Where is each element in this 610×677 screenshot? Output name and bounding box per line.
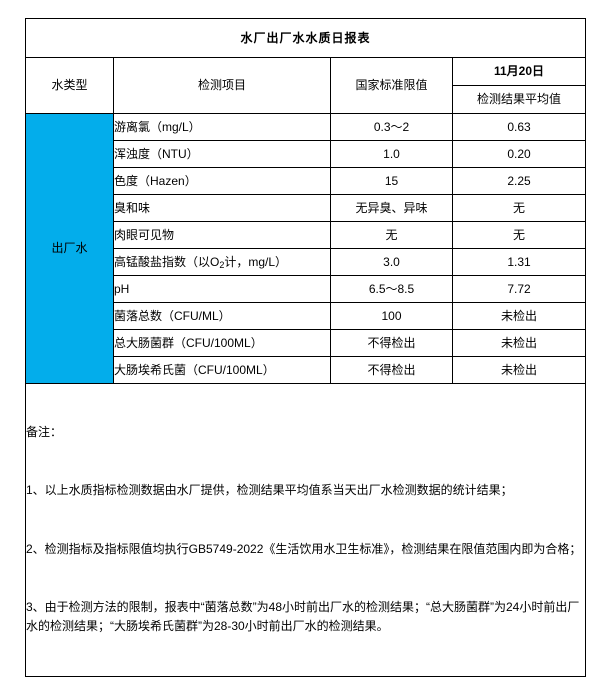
result-cell: 2.25 — [451, 167, 587, 195]
notes-row: 备注： 1、以上水质指标检测数据由水厂提供，检测结果平均值系当天出厂水检测数据的… — [24, 383, 587, 677]
test-item-label: 大肠埃希氏菌（CFU/100ML） — [114, 362, 275, 377]
result-cell: 未检出 — [451, 356, 587, 384]
column-header-water-type: 水类型 — [25, 57, 114, 114]
result-cell: 0.63 — [451, 113, 587, 141]
report-table: 水厂出厂水水质日报表 水类型 检测项目 国家标准限值 11月20日 检测结果平均… — [24, 18, 587, 677]
test-item-label-suffix: 计，mg/L） — [224, 254, 288, 269]
limit-cell: 1.0 — [330, 140, 453, 168]
column-header-date: 11月20日 — [451, 57, 587, 86]
limit-cell: 6.5～8.5 — [330, 275, 453, 303]
subscript-two: 2 — [219, 259, 225, 270]
limit-cell: 无 — [330, 221, 453, 249]
column-header-result-average: 检测结果平均值 — [451, 85, 587, 114]
limit-cell: 100 — [330, 302, 453, 330]
limit-cell: 3.0 — [330, 248, 453, 276]
limit-cell: 不得检出 — [330, 356, 453, 384]
test-item-label: 菌落总数（CFU/ML） — [114, 308, 231, 323]
test-item-label: 游离氯（mg/L） — [114, 119, 201, 134]
result-cell: 1.31 — [451, 248, 587, 276]
test-item-label: 肉眼可见物 — [114, 227, 175, 242]
column-header-test-item: 检测项目 — [113, 57, 331, 114]
limit-cell: 15 — [330, 167, 453, 195]
test-item-cell: 臭和味 — [113, 194, 331, 222]
notes-cell: 备注： 1、以上水质指标检测数据由水厂提供，检测结果平均值系当天出厂水检测数据的… — [24, 383, 587, 677]
test-item-cell: pH — [113, 275, 331, 303]
table-row: 色度（Hazen） 15 2.25 — [26, 167, 587, 195]
notes-line-1: 1、以上水质指标检测数据由水厂提供，检测结果平均值系当天出厂水检测数据的统计结果… — [26, 483, 513, 498]
test-item-cell: 大肠埃希氏菌（CFU/100ML） — [113, 356, 331, 384]
title-row: 水厂出厂水水质日报表 — [24, 18, 587, 58]
table-row: 菌落总数（CFU/ML） 100 未检出 — [26, 302, 587, 330]
table-row: 肉眼可见物 无 无 — [26, 221, 587, 249]
test-item-cell: 肉眼可见物 — [113, 221, 331, 249]
result-cell: 未检出 — [451, 302, 587, 330]
header-row-primary: 水类型 检测项目 国家标准限值 11月20日 — [25, 57, 587, 114]
result-cell: 未检出 — [451, 329, 587, 357]
test-item-cell: 菌落总数（CFU/ML） — [113, 302, 331, 330]
limit-cell: 0.3～2 — [330, 113, 453, 141]
notes-heading: 备注： — [26, 424, 63, 439]
table-row: pH 6.5～8.5 7.72 — [26, 275, 587, 303]
result-cell: 无 — [451, 221, 587, 249]
water-quality-report: 水厂出厂水水质日报表 水类型 检测项目 国家标准限值 11月20日 检测结果平均… — [24, 18, 587, 677]
table-row: 大肠埃希氏菌（CFU/100ML） 不得检出 未检出 — [26, 356, 587, 384]
table-row: 出厂水 游离氯（mg/L） 0.3～2 0.63 — [25, 113, 587, 384]
test-item-cell: 高锰酸盐指数（以O2计，mg/L） — [113, 248, 331, 276]
column-header-national-limit: 国家标准限值 — [330, 57, 453, 114]
test-item-label: 色度（Hazen） — [114, 173, 197, 188]
test-item-cell: 总大肠菌群（CFU/100ML） — [113, 329, 331, 357]
result-cell: 0.20 — [451, 140, 587, 168]
page-title: 水厂出厂水水质日报表 — [24, 18, 587, 58]
table-row: 浑浊度（NTU） 1.0 0.20 — [26, 140, 587, 168]
result-cell: 无 — [451, 194, 587, 222]
limit-cell: 无异臭、异味 — [330, 194, 453, 222]
water-type-cell: 出厂水 — [25, 113, 114, 384]
test-item-label: 总大肠菌群（CFU/100ML） — [114, 335, 263, 350]
test-item-label: 浑浊度（NTU） — [114, 146, 199, 161]
test-item-label: pH — [114, 281, 130, 296]
notes-line-2: 2、检测指标及指标限值均执行GB5749-2022《生活饮用水卫生标准》，检测结… — [26, 541, 582, 556]
table-row: 臭和味 无异臭、异味 无 — [26, 194, 587, 222]
header-row-secondary: 检测结果平均值 — [26, 85, 587, 114]
result-cell: 7.72 — [451, 275, 587, 303]
notes-line-3: 3、由于检测方法的限制，报表中“菌落总数”为48小时前出厂水的检测结果；“总大肠… — [26, 599, 580, 634]
test-item-label: 臭和味 — [114, 200, 151, 215]
table-row: 高锰酸盐指数（以O2计，mg/L） 3.0 1.31 — [26, 248, 587, 276]
test-item-label-prefix: 高锰酸盐指数（以O — [114, 254, 220, 269]
table-row: 总大肠菌群（CFU/100ML） 不得检出 未检出 — [26, 329, 587, 357]
limit-cell: 不得检出 — [330, 329, 453, 357]
report-table-body: 水厂出厂水水质日报表 水类型 检测项目 国家标准限值 11月20日 检测结果平均… — [24, 18, 587, 677]
notes-block: 备注： 1、以上水质指标检测数据由水厂提供，检测结果平均值系当天出厂水检测数据的… — [26, 384, 585, 676]
test-item-cell: 浑浊度（NTU） — [113, 140, 331, 168]
test-item-cell: 色度（Hazen） — [113, 167, 331, 195]
test-item-cell: 游离氯（mg/L） — [113, 113, 331, 141]
